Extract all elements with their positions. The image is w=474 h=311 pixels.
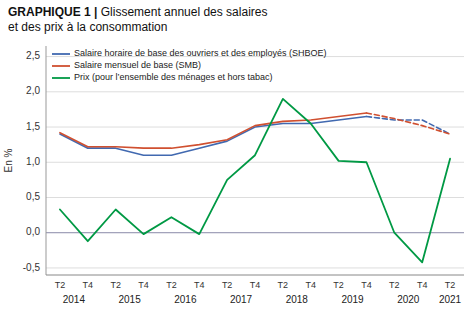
x-tick-label: T2: [389, 280, 400, 290]
year-label: 2021: [439, 294, 462, 305]
legend-swatch: [52, 65, 70, 67]
x-tick-label: T4: [417, 280, 428, 290]
year-label: 2018: [286, 294, 309, 305]
x-tick-label: T2: [166, 280, 177, 290]
y-tick-label: 2,5: [26, 50, 40, 61]
grid-line: [46, 91, 464, 92]
zero-line: [46, 232, 464, 233]
x-tick-label: T2: [55, 280, 66, 290]
legend: Salaire horaire de base des ouvriers et …: [52, 48, 327, 82]
subtitle: et des prix à la consommation: [8, 20, 167, 34]
year-label: 2014: [63, 294, 86, 305]
series-line: [60, 99, 450, 262]
legend-swatch: [52, 77, 70, 79]
series-line: [366, 113, 450, 134]
x-tick-label: T4: [83, 280, 94, 290]
year-label: 2020: [397, 294, 420, 305]
grid: [46, 57, 464, 268]
x-axis-line: [46, 275, 464, 276]
x-tick-label: T4: [138, 280, 149, 290]
y-tick-label: 1,5: [26, 121, 40, 132]
y-axis-label: En %: [3, 148, 14, 172]
year-label: 2019: [341, 294, 364, 305]
y-tick-label: -0,5: [23, 262, 41, 273]
x-tick-label: T2: [110, 280, 121, 290]
legend-entry: Salaire mensuel de base (SMB): [74, 60, 201, 70]
series-line: [60, 113, 367, 148]
grid-line: [46, 197, 464, 198]
x-tick-label: T2: [333, 280, 344, 290]
x-tick-label: T4: [250, 280, 261, 290]
series-group: [60, 99, 450, 262]
title-part: GRAPHIQUE 1 |: [8, 5, 97, 19]
x-tick-label: T2: [278, 280, 289, 290]
chart: GRAPHIQUE 1 | Glissement annuel des sala…: [0, 0, 474, 311]
x-tick-label: T4: [361, 280, 372, 290]
year-label: 2015: [118, 294, 141, 305]
year-label: 2017: [230, 294, 253, 305]
grid-line: [46, 162, 464, 163]
title: GRAPHIQUE 1 | Glissement annuel des sala…: [8, 5, 267, 19]
x-tick-label: T4: [305, 280, 316, 290]
y-tick-label: 1,0: [26, 156, 40, 167]
legend-swatch: [52, 53, 70, 55]
title-part: Glissement annuel des salaires: [97, 5, 267, 19]
legend-entry: Prix (pour l’ensemble des ménages et hor…: [74, 72, 273, 82]
y-tick-label: 0,0: [26, 226, 40, 237]
y-axis-line: [46, 46, 47, 275]
year-label: 2016: [174, 294, 197, 305]
x-tick-label: T2: [445, 280, 456, 290]
y-tick-label: 0,5: [26, 191, 40, 202]
x-tick-label: T4: [194, 280, 205, 290]
grid-line: [46, 267, 464, 268]
x-tick-label: T2: [222, 280, 233, 290]
legend-entry: Salaire horaire de base des ouvriers et …: [74, 48, 327, 58]
series-line: [366, 116, 450, 134]
y-tick-label: 2,0: [26, 85, 40, 96]
